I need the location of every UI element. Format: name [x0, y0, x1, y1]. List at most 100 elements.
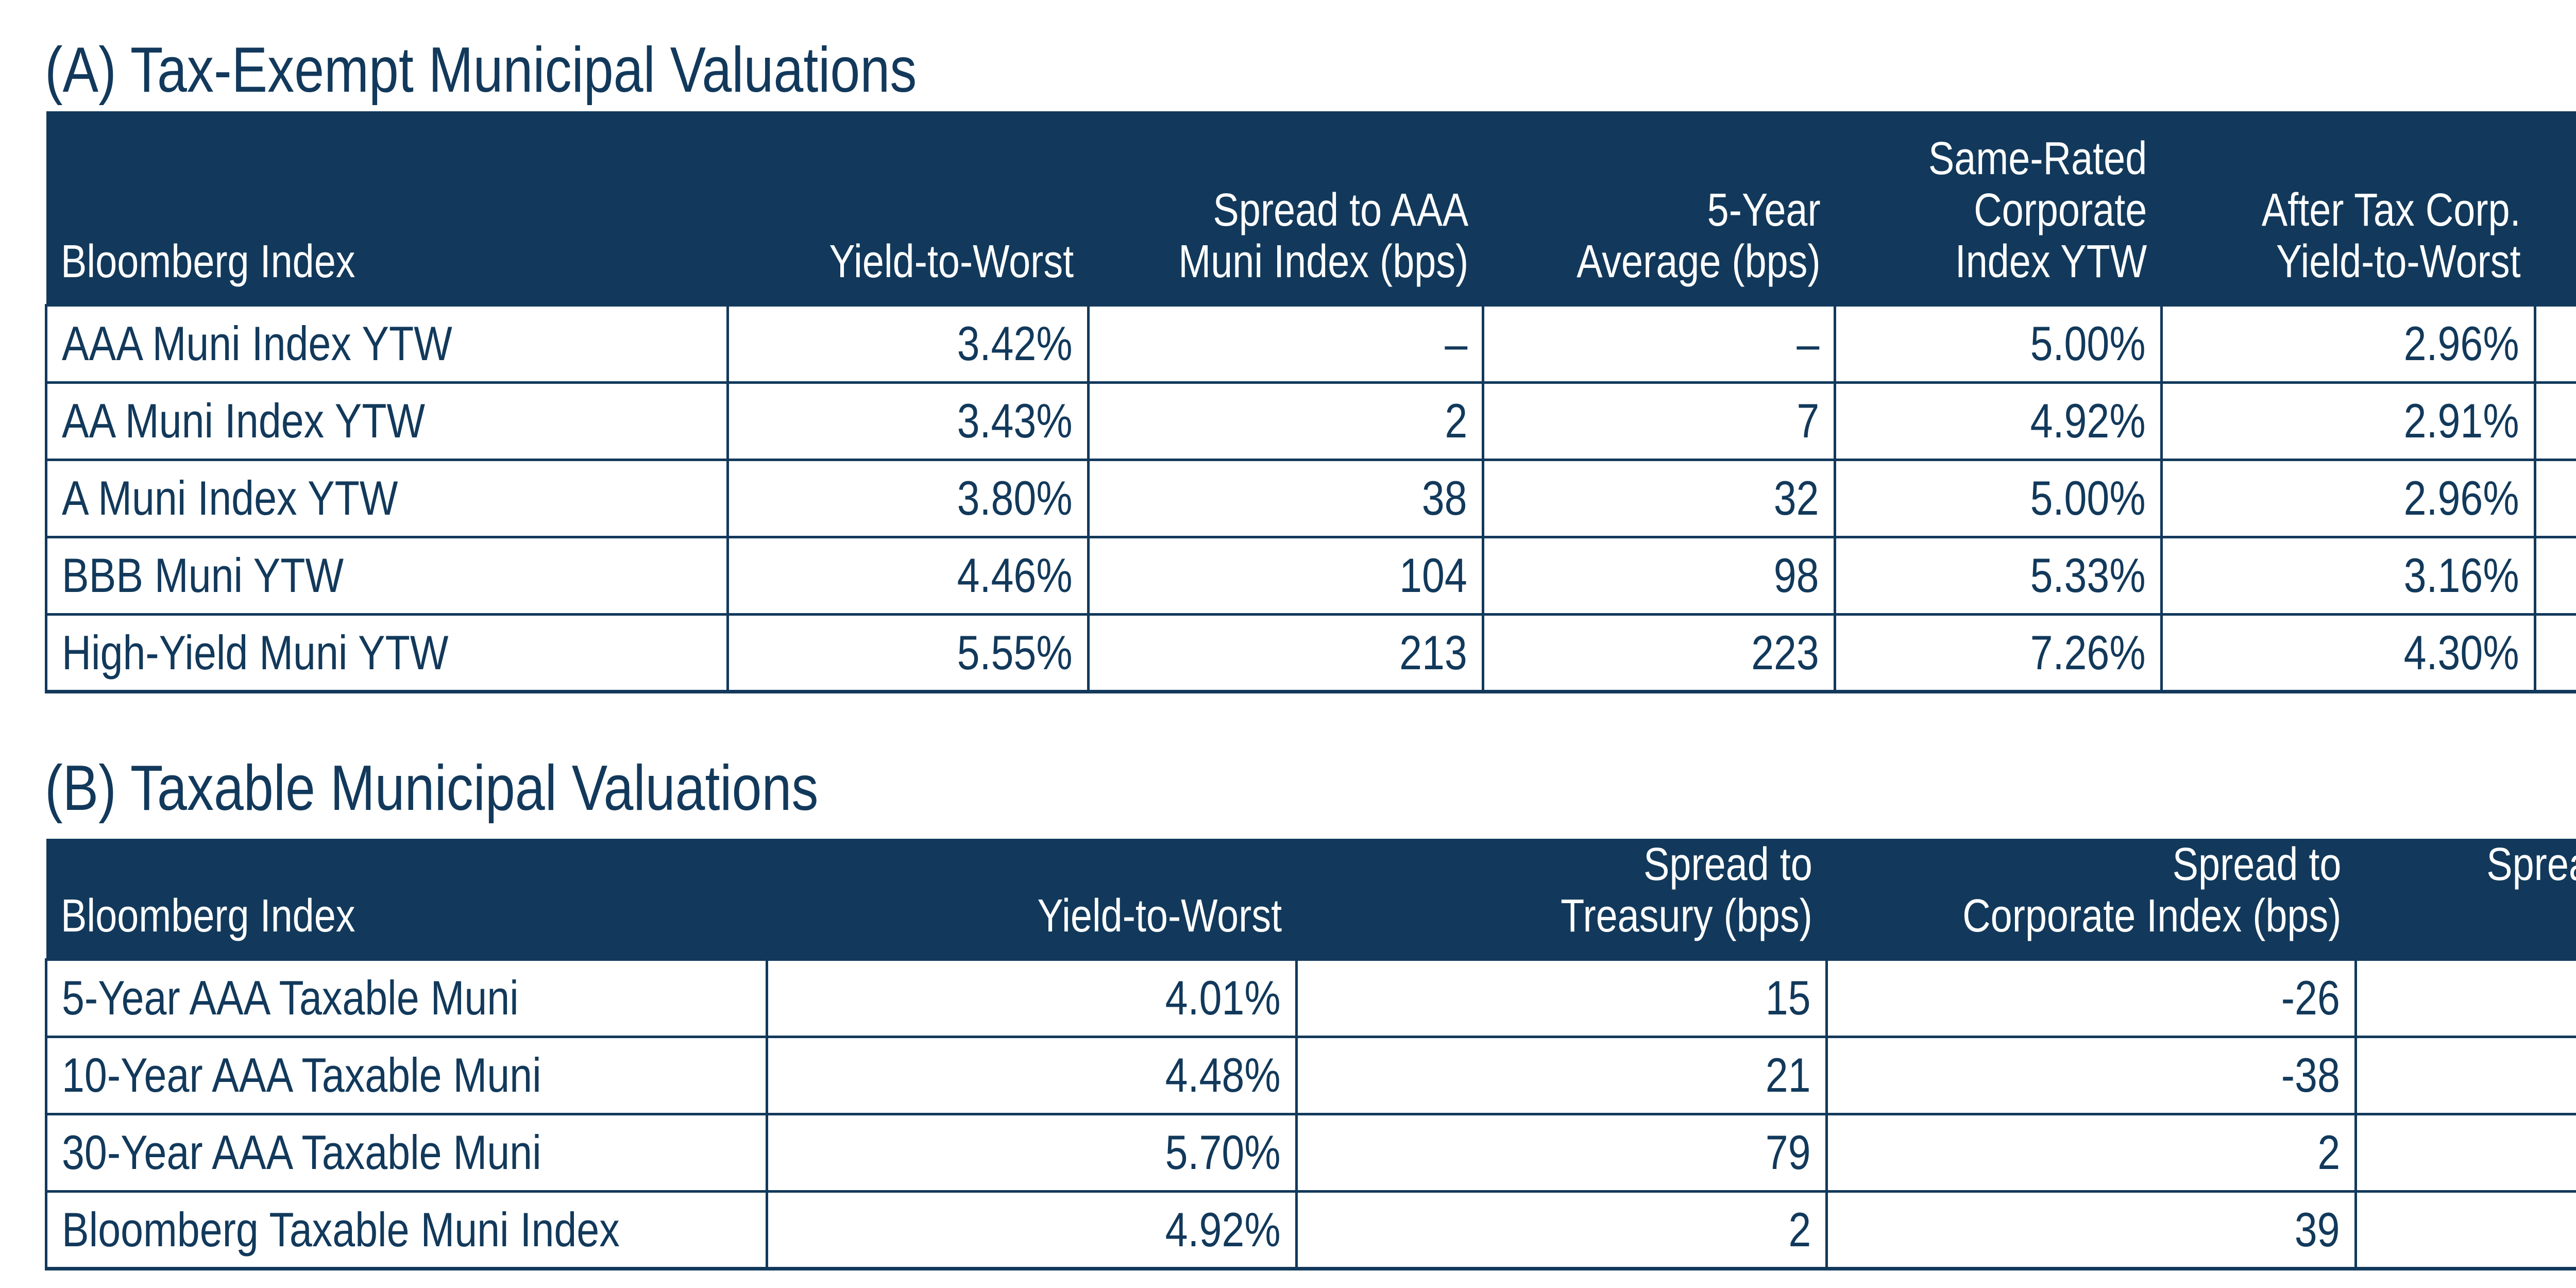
column-header: Yield-to-Worst: [727, 111, 1089, 305]
table-row: High-Yield Muni YTW 5.55% 213 223 7.26% 4.30%…: [45, 613, 2576, 693]
tax-exempt-valuations-table: Bloomberg Index Yield-to-Worst Spread to A…: [45, 111, 2576, 693]
row-label: BBB Muni YTW: [62, 548, 344, 602]
row-label-cell: AAA Muni Index YTW: [45, 303, 729, 384]
table-row: Bloomberg Taxable Muni Index 4.92% 2 39 136: [45, 1190, 2576, 1270]
cell-value: 4.92%: [1165, 1202, 1281, 1257]
cell-value: 5.00%: [2030, 316, 2146, 370]
cell-value: 15: [1766, 971, 1811, 1025]
row-label: A Muni Index YTW: [62, 471, 398, 525]
row-label: 5-Year AAA Taxable Muni: [62, 971, 519, 1025]
cell-value: –: [1445, 316, 1467, 370]
table-row: AA Muni Index YTW 3.43% 2 7 4.92% 2.91% 52: [45, 381, 2576, 461]
value-cell: 15: [1295, 958, 1828, 1038]
cell-value: 98: [1774, 548, 1819, 602]
column-header-label: Same-Rated Corporate Index YTW: [1928, 132, 2147, 287]
value-cell: 5.33%: [1834, 535, 2163, 616]
header-row: Bloomberg Index Yield-to-Worst Spread to A…: [46, 111, 2576, 305]
tax-exempt-table-header: Bloomberg Index Yield-to-Worst Spread to A…: [46, 111, 2576, 305]
table-row: BBB Muni YTW 4.46% 104 98 5.33% 3.16% 131: [45, 535, 2576, 616]
value-cell: -26: [1825, 958, 2357, 1038]
value-cell: 7.26%: [1834, 613, 2163, 693]
value-cell: 131: [2534, 535, 2576, 616]
column-header: Spread to Tax-Exempt Muni Index (bps): [2355, 838, 2576, 959]
value-cell: 52: [2534, 381, 2576, 461]
column-header-label: Yield-to-Worst: [1037, 890, 1282, 942]
value-cell: 5.70%: [766, 1112, 1298, 1193]
row-label-cell: Bloomberg Taxable Muni Index: [45, 1190, 768, 1270]
cell-value: 79: [1766, 1125, 1811, 1179]
tax-exempt-table-body: AAA Muni Index YTW3.42%––5.00%2.96%46AA …: [45, 303, 2576, 693]
section-taxable: (B) Taxable Municipal Valuations Bloombe…: [45, 754, 2576, 1270]
cell-value: 7: [1797, 394, 1819, 448]
cell-value: 2.96%: [2404, 316, 2519, 370]
taxable-valuations-table: Bloomberg Index Yield-to-Worst Spread to T…: [45, 838, 2576, 1270]
column-header: Muni-After Tax Corporate Spread (bps): [2535, 111, 2576, 305]
value-cell: 161: [2354, 1035, 2576, 1115]
cell-value: 3.42%: [957, 316, 1073, 370]
value-cell: 3.42%: [726, 303, 1090, 384]
table-row: A Muni Index YTW 3.80% 38 32 5.00% 2.96% 84: [45, 458, 2576, 538]
row-label-cell: BBB Muni YTW: [45, 535, 729, 616]
column-header-label: Spread to AAA Muni Index (bps): [1178, 184, 1469, 287]
table-row: 10-Year AAA Taxable Muni 4.48% 21 -38 161: [45, 1035, 2576, 1115]
value-cell: 39: [1825, 1190, 2357, 1270]
cell-value: 4.92%: [2030, 394, 2146, 448]
column-header-label: Spread to Tax-Exempt Muni Index (bps): [2486, 838, 2576, 890]
value-cell: 104: [1087, 535, 1484, 616]
value-cell: 5.00%: [1834, 458, 2163, 538]
row-label: Bloomberg Taxable Muni Index: [62, 1202, 620, 1257]
value-cell: 2.96%: [2160, 303, 2536, 384]
value-cell: 98: [1482, 535, 1836, 616]
row-label-cell: 5-Year AAA Taxable Muni: [45, 958, 768, 1038]
section-b-title-text: (B) Taxable Municipal Valuations: [45, 752, 819, 824]
row-label: 10-Year AAA Taxable Muni: [62, 1048, 541, 1102]
header-row: Bloomberg Index Yield-to-Worst Spread to T…: [46, 838, 2576, 959]
column-header: Spread to AAA Muni Index (bps): [1088, 111, 1483, 305]
column-header: 5-Year Average (bps): [1483, 111, 1835, 305]
value-cell: 133: [2354, 1112, 2576, 1193]
cell-value: 4.46%: [957, 548, 1073, 602]
value-cell: 5.55%: [726, 613, 1090, 693]
column-header-label: Spread to Corporate Index (bps): [1962, 838, 2342, 942]
column-header: Spread to Corporate Index (bps): [1826, 838, 2356, 959]
column-header: Spread to Treasury (bps): [1296, 838, 1827, 959]
value-cell: –: [1482, 303, 1836, 384]
row-label-cell: A Muni Index YTW: [45, 458, 729, 538]
row-label: High-Yield Muni YTW: [62, 625, 449, 680]
cell-value: 2.96%: [2404, 471, 2519, 525]
value-cell: 125: [2534, 613, 2576, 693]
value-cell: 2: [1295, 1190, 1828, 1270]
column-header-label: 5-Year Average (bps): [1577, 184, 1821, 287]
cell-value: 223: [1751, 625, 1819, 680]
section-a-title: (A) Tax-Exempt Municipal Valuations: [45, 36, 2576, 104]
value-cell: 3.80%: [726, 458, 1090, 538]
row-label: AAA Muni Index YTW: [62, 316, 452, 370]
value-cell: -38: [1825, 1035, 2357, 1115]
cell-value: 104: [1399, 548, 1467, 602]
value-cell: 3.43%: [726, 381, 1090, 461]
section-a-title-text: (A) Tax-Exempt Municipal Valuations: [45, 35, 917, 106]
row-label: 30-Year AAA Taxable Muni: [62, 1125, 541, 1179]
column-header: Bloomberg Index: [46, 838, 767, 959]
value-cell: 7: [1482, 381, 1836, 461]
cell-value: 4.30%: [2404, 625, 2519, 680]
value-cell: 21: [1295, 1035, 1828, 1115]
value-cell: 4.30%: [2160, 613, 2536, 693]
row-label-cell: High-Yield Muni YTW: [45, 613, 729, 693]
section-tax-exempt: (A) Tax-Exempt Municipal Valuations Bloo…: [45, 36, 2576, 693]
cell-value: -26: [2281, 971, 2340, 1025]
table-row: 5-Year AAA Taxable Muni 4.01% 15 -26 163: [45, 958, 2576, 1038]
value-cell: 4.01%: [766, 958, 1298, 1038]
cell-value: 2: [1788, 1202, 1811, 1257]
value-cell: 136: [2354, 1190, 2576, 1270]
cell-value: 2.91%: [2404, 394, 2519, 448]
cell-value: 32: [1774, 471, 1819, 525]
cell-value: 3.16%: [2404, 548, 2519, 602]
row-label-cell: 30-Year AAA Taxable Muni: [45, 1112, 768, 1193]
column-header-label: Bloomberg Index: [60, 890, 355, 942]
section-b-title: (B) Taxable Municipal Valuations: [45, 754, 2576, 822]
cell-value: 2: [2317, 1125, 2340, 1179]
cell-value: 39: [2295, 1202, 2340, 1257]
column-header: After Tax Corp. Yield-to-Worst: [2161, 111, 2535, 305]
cell-value: 5.33%: [2030, 548, 2146, 602]
